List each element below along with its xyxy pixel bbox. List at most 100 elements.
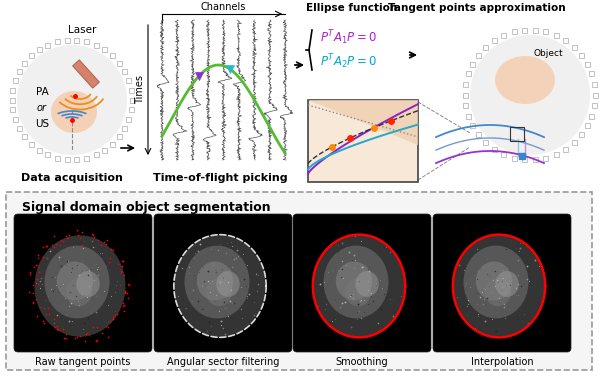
Ellipse shape [495,271,519,297]
Text: Angular sector filtering: Angular sector filtering [167,357,279,367]
Bar [13,117,18,122]
Bar [65,38,69,43]
Polygon shape [308,100,418,145]
Bar [122,126,127,131]
Bar [129,98,135,103]
Bar [55,39,60,44]
Bar [110,142,115,147]
Circle shape [470,35,590,155]
Ellipse shape [76,271,99,297]
Ellipse shape [57,262,93,300]
Bar [462,92,467,98]
Bar [29,54,34,58]
Bar [55,156,60,161]
Bar [308,100,418,182]
Ellipse shape [44,245,110,319]
Text: Tangent points approximation: Tangent points approximation [388,3,566,13]
Text: Ellipse function: Ellipse function [306,3,398,13]
Bar [29,142,34,147]
Bar [17,126,22,131]
Bar [501,33,506,38]
Text: PA: PA [35,87,49,97]
Ellipse shape [313,235,404,337]
Text: Time-of-flight picking: Time-of-flight picking [153,173,288,183]
Ellipse shape [476,262,512,300]
Bar [579,132,584,138]
Text: US: US [35,119,49,129]
Bar [84,39,89,44]
Text: $P^T A_1 P = 0$: $P^T A_1 P = 0$ [320,29,377,48]
Ellipse shape [216,271,240,297]
Text: or: or [37,103,47,113]
Ellipse shape [453,235,544,337]
Bar [543,29,549,34]
Bar [129,107,134,112]
Bar [46,152,50,158]
Bar [117,134,122,139]
Bar [102,47,107,52]
FancyBboxPatch shape [433,214,571,352]
Ellipse shape [66,278,92,306]
Bar [22,61,27,66]
Bar [93,43,99,48]
Bar [13,78,18,83]
Bar [93,152,99,158]
Text: Times: Times [135,75,145,104]
Bar [470,123,476,129]
Bar [553,33,559,38]
Bar [492,147,497,152]
Bar [470,61,476,67]
Bar [110,54,115,58]
Bar [543,155,549,161]
Bar [492,38,497,43]
Text: Signal domain object segmentation: Signal domain object segmentation [22,201,271,213]
Ellipse shape [184,245,250,319]
Bar [126,117,131,122]
Bar [10,98,14,103]
Bar [589,113,594,119]
Bar [65,157,69,162]
Ellipse shape [355,271,379,297]
Bar [46,43,50,48]
Bar [585,61,589,67]
Text: Smoothing: Smoothing [335,357,388,367]
Text: $P^T A_2 P = 0$: $P^T A_2 P = 0$ [320,53,377,71]
FancyBboxPatch shape [154,214,292,352]
Bar [533,28,538,33]
Bar [522,157,527,162]
FancyBboxPatch shape [14,214,152,352]
Ellipse shape [464,245,528,319]
Bar [74,157,80,162]
Text: Data acquisition: Data acquisition [21,173,123,183]
Bar [74,38,80,43]
Circle shape [17,45,127,155]
Text: Raw tangent points: Raw tangent points [35,357,131,367]
Bar [571,140,576,145]
Bar [466,71,471,77]
Bar [126,78,131,83]
Bar [592,103,597,108]
Bar [37,47,42,52]
Ellipse shape [345,278,371,306]
Bar [533,157,538,162]
Bar [476,52,481,58]
Bar [579,52,584,58]
Bar [483,140,488,145]
Bar [102,148,107,153]
Bar [563,147,568,152]
Bar [592,92,597,98]
Ellipse shape [485,278,511,306]
Text: Object: Object [533,49,563,58]
Bar [483,45,488,50]
Ellipse shape [197,262,233,300]
Polygon shape [72,60,99,88]
Bar [122,69,127,74]
Bar [563,38,568,43]
Bar [10,107,16,112]
Ellipse shape [174,235,265,337]
Text: Channels: Channels [201,2,246,12]
Ellipse shape [35,235,126,337]
Bar [592,82,597,87]
Text: Laser: Laser [68,25,96,35]
Bar [589,71,594,77]
